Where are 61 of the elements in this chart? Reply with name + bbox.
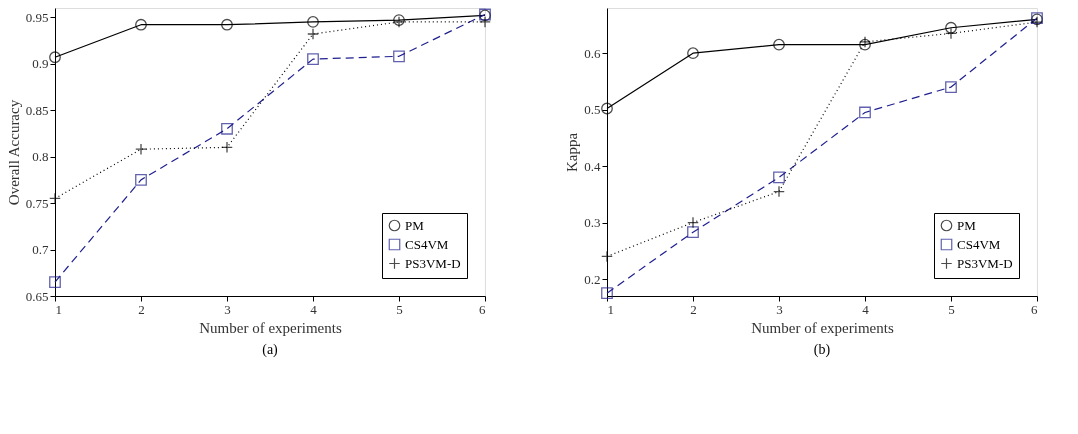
y-tick-label: 0.4 [584,158,601,174]
point [307,53,319,65]
y-tick-label: 0.3 [584,215,601,231]
x-tick-label: 5 [948,301,955,317]
y-tick-label: 0.95 [25,9,49,25]
text: (a) [262,342,279,358]
point [135,173,147,186]
x-tick-label: 6 [1031,301,1038,317]
point [135,143,147,156]
point [307,16,319,28]
y-axis-title: Kappa [564,132,581,173]
x-tick-label: 6 [479,301,486,317]
y-tick-label: 0.5 [584,102,601,118]
legend-label: CS4VM [405,236,449,252]
point [687,216,699,229]
point [687,226,699,239]
legend-label: CS4VM [957,236,1001,252]
legend-label: PS3VM-D [957,255,1013,271]
point [601,102,613,115]
y-tick-label: 0.65 [25,288,49,304]
point [773,185,785,198]
x-tick-label: 5 [396,301,403,317]
x-axis-title: Number of experiments [199,319,342,336]
point [687,47,699,60]
point [221,18,233,31]
legend-label: PM [405,217,425,233]
point [135,18,147,31]
y-tick-label: 0.7 [32,242,49,258]
y-tick-label: 0.8 [32,149,49,165]
x-tick-label: 3 [776,301,783,317]
y-axis-title: Overall Accuracy [5,99,22,206]
point [49,276,61,288]
x-tick-label: 1 [55,301,62,317]
y-tick-label: 0.2 [584,271,601,287]
x-tick-label: 3 [224,301,231,317]
point [773,38,785,51]
legend-label: PS3VM-D [405,255,461,271]
y-tick-label: 0.85 [25,102,49,118]
point [859,106,871,119]
point [479,16,491,28]
x-tick-label: 2 [690,301,697,317]
x-axis-title: Number of experiments [751,319,894,336]
x-tick-label: 2 [138,301,145,317]
point [945,81,957,93]
point [945,27,957,40]
text: (b) [813,342,831,358]
y-tick-label: 0.6 [584,45,601,61]
point [221,122,233,135]
point [601,287,613,300]
point [945,21,957,34]
point [221,141,233,154]
x-tick-label: 1 [607,301,614,317]
y-tick-label: 0.75 [25,195,49,211]
x-tick-label: 4 [310,301,318,317]
point [49,51,61,64]
legend-label: PM [957,217,977,233]
point [393,50,405,63]
point [307,28,319,40]
x-tick-label: 4 [862,301,870,317]
point [773,171,785,184]
y-tick-label: 0.9 [32,56,49,72]
